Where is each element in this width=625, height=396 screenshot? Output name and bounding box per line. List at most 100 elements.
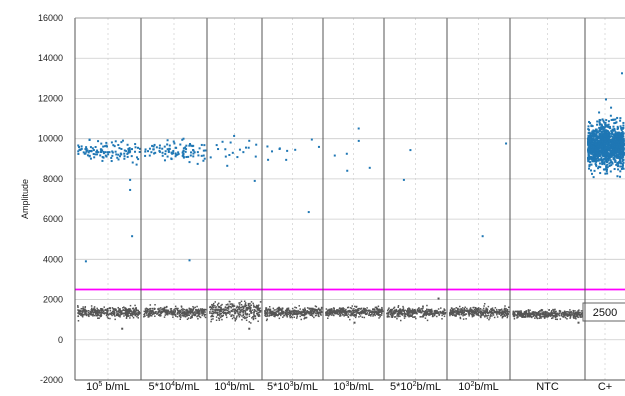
negative-droplet bbox=[238, 314, 241, 316]
positive-droplet bbox=[596, 138, 599, 141]
negative-droplet bbox=[238, 316, 241, 318]
negative-droplet bbox=[314, 309, 316, 311]
negative-droplet bbox=[100, 310, 103, 312]
positive-droplet bbox=[604, 168, 607, 171]
negative-droplet bbox=[82, 308, 84, 310]
negative-droplet bbox=[248, 307, 250, 309]
positive-droplet bbox=[101, 149, 104, 152]
negative-droplet bbox=[477, 314, 479, 316]
negative-droplet bbox=[537, 312, 539, 315]
negative-droplet bbox=[150, 314, 152, 317]
negative-droplet bbox=[189, 311, 192, 314]
well-6-droplets bbox=[449, 142, 510, 321]
positive-droplet bbox=[601, 124, 604, 127]
negative-droplet bbox=[315, 308, 317, 311]
negative-droplet bbox=[476, 307, 479, 310]
negative-droplet bbox=[130, 309, 132, 312]
positive-droplet bbox=[614, 155, 617, 158]
positive-droplet bbox=[126, 152, 129, 155]
positive-droplet bbox=[608, 155, 611, 158]
negative-droplet bbox=[210, 320, 212, 323]
negative-droplet bbox=[550, 312, 552, 314]
positive-droplet bbox=[613, 145, 616, 148]
negative-droplet bbox=[429, 310, 432, 312]
negative-droplet bbox=[244, 302, 247, 304]
positive-droplet bbox=[610, 130, 613, 133]
negative-droplet bbox=[257, 305, 259, 307]
negative-droplet bbox=[524, 316, 527, 318]
positive-droplet bbox=[596, 123, 599, 126]
negative-droplet bbox=[568, 311, 570, 313]
negative-droplet bbox=[419, 310, 422, 313]
negative-droplet bbox=[501, 312, 503, 315]
negative-droplet bbox=[225, 316, 228, 319]
positive-droplet bbox=[86, 149, 89, 152]
negative-droplet bbox=[114, 308, 117, 310]
negative-droplet bbox=[144, 315, 146, 317]
negative-droplet bbox=[490, 308, 492, 311]
threshold-value-box[interactable] bbox=[582, 302, 625, 322]
negative-droplet bbox=[460, 311, 463, 313]
negative-droplet bbox=[210, 306, 212, 309]
negative-droplet bbox=[129, 314, 132, 317]
negative-droplet bbox=[273, 315, 275, 317]
negative-droplet bbox=[437, 308, 440, 310]
negative-droplet bbox=[523, 312, 525, 314]
outlier-droplet bbox=[131, 235, 134, 238]
negative-droplet bbox=[245, 309, 247, 312]
negative-droplet bbox=[507, 306, 510, 309]
negative-droplet bbox=[433, 310, 436, 312]
negative-droplet bbox=[170, 308, 173, 310]
positive-droplet bbox=[604, 140, 607, 143]
negative-droplet bbox=[563, 310, 566, 312]
negative-droplet bbox=[487, 314, 490, 317]
negative-droplet bbox=[476, 309, 479, 312]
negative-droplet bbox=[397, 315, 400, 317]
negative-droplet bbox=[351, 313, 354, 315]
negative-droplet bbox=[340, 308, 343, 310]
negative-droplet bbox=[304, 307, 306, 309]
negative-droplet bbox=[432, 312, 434, 315]
negative-droplet bbox=[255, 307, 258, 309]
positive-droplet bbox=[196, 151, 199, 154]
positive-droplet bbox=[618, 151, 621, 154]
negative-droplet bbox=[341, 312, 343, 315]
positive-droplet bbox=[608, 126, 611, 129]
positive-droplet bbox=[603, 141, 606, 144]
negative-droplet bbox=[483, 305, 485, 307]
positive-droplet bbox=[601, 162, 604, 165]
positive-droplet bbox=[608, 149, 611, 152]
negative-droplet bbox=[227, 303, 229, 305]
negative-droplet bbox=[166, 311, 168, 313]
negative-droplet bbox=[266, 314, 269, 317]
negative-droplet bbox=[415, 317, 417, 320]
negative-droplet bbox=[562, 315, 564, 318]
negative-droplet bbox=[174, 307, 177, 310]
positive-droplet bbox=[608, 141, 611, 144]
negative-droplet bbox=[425, 311, 427, 314]
negative-droplet bbox=[231, 317, 234, 320]
negative-droplet bbox=[282, 313, 284, 315]
negative-droplet bbox=[82, 309, 84, 312]
negative-droplet bbox=[371, 312, 373, 314]
negative-droplet bbox=[147, 314, 149, 316]
negative-droplet bbox=[569, 311, 571, 314]
negative-droplet bbox=[190, 316, 192, 318]
positive-droplet bbox=[118, 155, 121, 158]
negative-droplet bbox=[265, 309, 267, 311]
negative-droplet bbox=[87, 309, 90, 312]
negative-droplet bbox=[221, 308, 224, 311]
negative-droplet bbox=[438, 312, 440, 314]
negative-droplet bbox=[376, 312, 379, 314]
negative-droplet bbox=[165, 306, 167, 309]
negative-droplet bbox=[480, 310, 482, 313]
negative-droplet bbox=[523, 316, 525, 318]
positive-droplet bbox=[95, 150, 98, 153]
negative-droplet bbox=[274, 311, 277, 314]
negative-droplet bbox=[571, 314, 573, 316]
positive-droplet bbox=[622, 155, 625, 158]
positive-droplet bbox=[591, 130, 594, 133]
negative-droplet bbox=[573, 315, 576, 317]
negative-droplet bbox=[302, 308, 304, 311]
negative-droplet bbox=[441, 318, 443, 320]
